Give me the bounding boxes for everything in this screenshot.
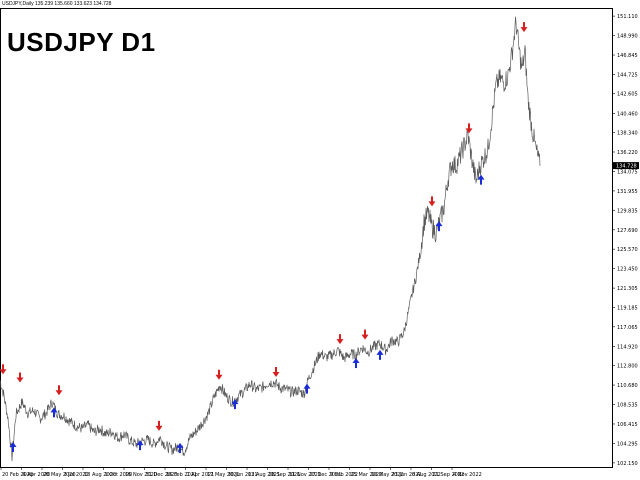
x-tick-label: 21 Sep 2022: [433, 472, 465, 478]
x-tick-label: 27 Dec 2021: [310, 472, 342, 478]
buy-arrow-icon: [376, 349, 384, 360]
x-tick-label: 3 Jul 2020: [64, 472, 89, 478]
y-tick-label: 123.450: [617, 267, 638, 273]
buy-arrow-icon: [435, 221, 443, 232]
sell-arrow-icon: [215, 369, 223, 380]
y-tick-label: 151.110: [617, 14, 638, 20]
chart-title-overlay: USDJPY D1: [7, 27, 156, 57]
y-tick-label: 106.415: [617, 422, 638, 428]
x-tick-label: 6 Apr 2020: [23, 472, 51, 478]
sell-arrow-icon: [520, 22, 528, 33]
x-tick-label: 25 Mar 2022: [351, 472, 383, 478]
x-tick-label: 11 Nov 2021: [289, 472, 321, 478]
buy-arrow-icon: [50, 407, 58, 418]
y-tick-label: 102.150: [617, 461, 638, 467]
sell-arrow-icon: [0, 364, 7, 375]
y-tick-label: 119.185: [617, 305, 638, 311]
x-tick-label: 10 May 2022: [371, 472, 404, 478]
x-tick-label: 16 Nov 2020: [125, 472, 157, 478]
current-price-tag: [613, 162, 639, 170]
x-tick-label: 17 May 2021: [207, 472, 240, 478]
x-tick-label: 9 Feb 2022: [330, 472, 358, 478]
y-tick-label: 131.955: [617, 189, 638, 195]
y-tick-label: 134.075: [617, 170, 638, 176]
x-tick-label: 31 Dec 2020: [146, 472, 178, 478]
sell-arrow-icon: [155, 420, 163, 431]
y-tick-label: 117.065: [617, 325, 638, 331]
buy-arrow-icon: [303, 383, 311, 394]
y-tick-label: 138.340: [617, 131, 638, 137]
y-tick-label: 140.460: [617, 111, 638, 117]
x-tick-label: 23 Jun 2022: [392, 472, 422, 478]
x-tick-label: 4 Nov 2022: [453, 472, 482, 478]
x-tick-label: 20 Feb 2020: [2, 472, 33, 478]
y-tick-label: 125.570: [617, 247, 638, 253]
buy-arrow-icon: [136, 440, 144, 451]
y-tick-label: 127.690: [617, 228, 638, 234]
x-tick-label: 30 Jun 2021: [228, 472, 258, 478]
buy-arrow-icon: [9, 442, 17, 453]
buy-arrow-icon: [352, 358, 360, 369]
buy-arrow-icon: [176, 442, 184, 453]
x-tick-label: 16 Feb 2021: [166, 472, 197, 478]
sell-arrow-icon: [361, 329, 369, 340]
x-tick-label: 28 Sep 2021: [269, 472, 301, 478]
sell-arrow-icon: [336, 334, 344, 345]
y-tick-label: 136.220: [617, 150, 638, 156]
y-tick-label: 142.605: [617, 92, 638, 98]
x-tick-label: 1 Apr 2021: [187, 472, 215, 478]
y-tick-label: 104.295: [617, 441, 638, 447]
buy-arrow-icon: [231, 399, 239, 410]
chart-header-info: USDJPY,Daily 135.239 135.660 133.623 134…: [2, 1, 112, 7]
buy-arrow-icon: [477, 174, 485, 185]
current-price-label: 134.728: [616, 164, 637, 170]
y-tick-label: 129.835: [617, 208, 638, 214]
y-tick-label: 108.535: [617, 403, 638, 409]
y-tick-label: 110.680: [617, 383, 638, 389]
price-line: [0, 16, 541, 462]
sell-arrow-icon: [465, 123, 473, 134]
x-tick-label: 18 Aug 2020: [84, 472, 116, 478]
y-tick-label: 112.800: [617, 364, 638, 370]
y-tick-label: 144.725: [617, 72, 638, 78]
x-tick-label: 13 Aug 2021: [248, 472, 280, 478]
x-tick-label: 20 May 2020: [43, 472, 76, 478]
sell-arrow-icon: [55, 385, 63, 396]
y-tick-label: 146.845: [617, 53, 638, 59]
y-tick-label: 114.920: [617, 344, 638, 350]
plot-frame: [0, 8, 613, 468]
x-tick-label: 1 Oct 2020: [105, 472, 133, 478]
x-tick-label: 8 Aug 2022: [412, 472, 441, 478]
y-tick-label: 121.305: [617, 286, 638, 292]
y-tick-label: 148.990: [617, 33, 638, 39]
sell-arrow-icon: [16, 372, 24, 383]
sell-arrow-icon: [428, 196, 436, 207]
sell-arrow-icon: [272, 367, 280, 378]
